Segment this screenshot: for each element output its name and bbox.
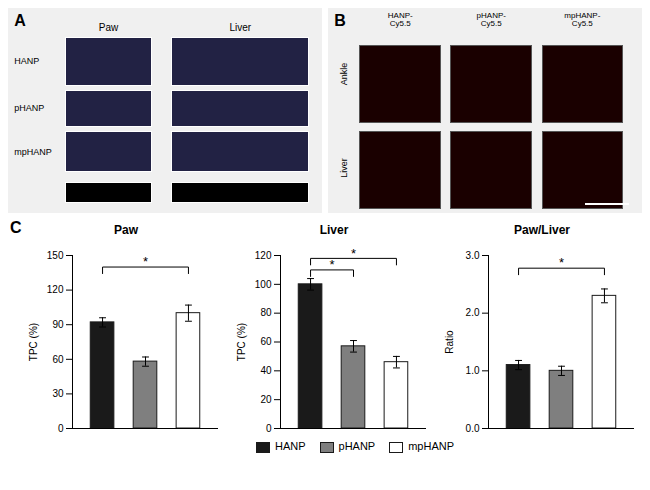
html-text:Liver: Liver (229, 22, 252, 34)
svg-text:Ratio: Ratio (444, 330, 455, 354)
html-text:B: B (334, 12, 346, 30)
svg-text:*: * (329, 257, 334, 272)
html-text:HANP: HANP (14, 56, 40, 67)
html-text:Ankle: Ankle (338, 62, 349, 85)
html-text:HANP: HANP (275, 440, 306, 452)
svg-text:80: 80 (260, 307, 272, 318)
html-text:mpHANP- Cy5.5: mpHANP- Cy5.5 (564, 11, 601, 29)
svg-text:150: 150 (47, 250, 64, 261)
svg-text:100: 100 (255, 279, 272, 290)
html-text:pHANP- Cy5.5: pHANP- Cy5.5 (476, 11, 506, 29)
svg-text:2.0: 2.0 (466, 307, 480, 318)
svg-text:90: 90 (52, 319, 64, 330)
html-text:A: A (14, 12, 26, 30)
html-text:Liver: Liver (338, 158, 349, 178)
html-text:HANP- Cy5.5: HANP- Cy5.5 (387, 11, 413, 29)
html-text:C: C (10, 219, 22, 236)
html-text:pHANP: pHANP (14, 103, 45, 114)
html-text:Liver: Liver (319, 223, 349, 237)
svg-text:60: 60 (52, 354, 64, 365)
svg-text:*: * (559, 255, 564, 270)
svg-text:20: 20 (260, 394, 272, 405)
svg-text:1.0: 1.0 (466, 365, 480, 376)
svg-text:*: * (143, 254, 148, 269)
html-text:pHANP: pHANP (338, 440, 376, 452)
html-text:mpHANP: mpHANP (14, 146, 52, 157)
html-text:Paw/Liver: Paw/Liver (514, 223, 570, 237)
svg-text:40: 40 (260, 365, 272, 376)
svg-text:*: * (351, 246, 356, 261)
svg-text:120: 120 (47, 284, 64, 295)
svg-text:3.0: 3.0 (466, 250, 480, 261)
svg-text:TPC (%): TPC (%) (236, 323, 247, 361)
html-text:mpHANP: mpHANP (408, 440, 454, 452)
svg-text:TPC (%): TPC (%) (28, 323, 39, 361)
svg-text:0: 0 (58, 423, 64, 434)
html-text:Paw: Paw (98, 22, 119, 34)
svg-text:0.0: 0.0 (466, 423, 480, 434)
html-text:Paw: Paw (114, 223, 138, 237)
svg-text:30: 30 (52, 388, 64, 399)
svg-text:60: 60 (260, 336, 272, 347)
svg-text:0: 0 (266, 423, 272, 434)
svg-text:120: 120 (255, 250, 272, 261)
